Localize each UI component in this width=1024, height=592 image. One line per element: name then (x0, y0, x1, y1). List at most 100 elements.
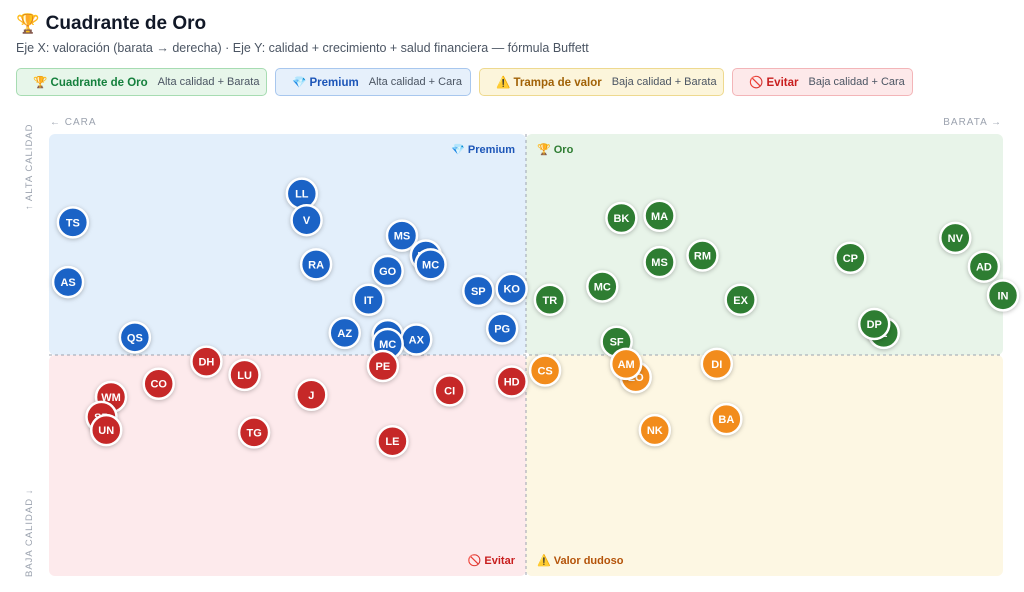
axis-label-barata: BARATA → (943, 117, 1002, 128)
data-point-label: TG (246, 427, 261, 439)
legend-item-desc: Alta calidad + Barata (157, 76, 260, 88)
quadrant-dudoso (526, 355, 1003, 576)
legend: 🏆 Cuadrante de Oro Alta calidad + Barata 💎… (16, 68, 913, 96)
data-point-label: RM (694, 251, 711, 263)
data-point-label: AM (618, 359, 635, 371)
data-point-mc[interactable]: MC (586, 270, 619, 303)
data-point-label: BA (718, 414, 734, 426)
data-point-ts[interactable]: TS (56, 206, 90, 239)
legend-item-desc: Baja calidad + Barata (611, 76, 717, 88)
data-point-label: WM (101, 392, 121, 404)
data-point-tg[interactable]: TG (237, 416, 271, 449)
data-point-label: MC (594, 281, 611, 293)
data-point-cs[interactable]: CS (528, 354, 562, 387)
data-point-ms[interactable]: MS (385, 219, 419, 252)
data-point-label: RA (308, 259, 324, 271)
data-point-ra[interactable]: RA (299, 248, 333, 281)
data-point-ci[interactable]: CI (433, 374, 466, 407)
data-point-v[interactable]: V (290, 203, 323, 237)
quadrant-label-premium: 💎 Premium (451, 143, 515, 156)
data-point-label: MC (422, 259, 439, 271)
data-point-as[interactable]: AS (51, 265, 85, 299)
data-point-un[interactable]: UN (89, 413, 123, 447)
data-point-label: CP (843, 253, 858, 265)
data-point-label: IT (364, 295, 374, 307)
quadrant-evitar (49, 355, 526, 576)
data-point-label: LL (295, 189, 309, 201)
data-point-ll[interactable]: LL (285, 177, 319, 210)
data-point-ba[interactable]: BA (710, 402, 743, 436)
data-point-label: UN (98, 425, 114, 437)
data-point-label: AS (60, 277, 75, 289)
data-point-ex[interactable]: EX (724, 283, 757, 316)
data-point-mc[interactable]: MC (414, 248, 447, 281)
legend-item[interactable]: 🏆 Cuadrante de Oro Alta calidad + Barata (16, 68, 267, 96)
data-point-co[interactable]: CO (142, 367, 175, 400)
legend-item[interactable]: 🚫 Evitar Baja calidad + Cara (732, 68, 913, 96)
data-point-am[interactable]: AM (609, 347, 643, 381)
data-point-label: SP (471, 286, 486, 298)
data-point-di[interactable]: DI (700, 347, 734, 381)
data-point-label: DI (711, 359, 722, 371)
legend-item[interactable]: 💎 Premium Alta calidad + Cara (275, 68, 471, 96)
data-point-rm[interactable]: RM (686, 239, 719, 272)
data-point-label: CO (150, 379, 167, 391)
data-point-ms[interactable]: MS (643, 245, 676, 279)
data-point-label: DH (198, 357, 214, 369)
data-point-label: AZ (337, 328, 352, 340)
data-point-label: J (308, 390, 314, 402)
trophy-icon: 🏆 (16, 14, 40, 35)
data-point-label: CI (444, 385, 455, 397)
data-point-sp[interactable]: SP (462, 274, 495, 308)
data-point-ad[interactable]: AD (967, 250, 1001, 283)
data-point-ax[interactable]: AX (400, 323, 433, 356)
data-point-hd[interactable]: HD (495, 365, 528, 398)
data-point-in[interactable]: IN (986, 279, 1020, 312)
data-point-label: HD (504, 377, 520, 389)
data-point-cp[interactable]: CP (834, 241, 867, 275)
data-point-label: AX (409, 335, 425, 347)
data-point-dh[interactable]: DH (190, 345, 223, 378)
data-point-label: MS (651, 257, 668, 269)
data-point-label: TS (66, 217, 80, 229)
data-point-go[interactable]: GO (371, 254, 404, 288)
data-point-it[interactable]: IT (352, 283, 385, 316)
data-point-label: TR (543, 295, 558, 307)
data-point-dp[interactable]: DP (857, 307, 891, 341)
data-point-label: MA (651, 211, 668, 223)
data-point-label: PE (376, 361, 391, 373)
data-point-az[interactable]: AZ (328, 316, 361, 350)
axis-label-cara: ← CARA (50, 117, 97, 128)
quadrant-premium (49, 134, 526, 355)
data-point-pe[interactable]: PE (366, 349, 400, 383)
data-point-le[interactable]: LE (376, 424, 409, 458)
legend-item-desc: Baja calidad + Cara (808, 76, 905, 88)
legend-item[interactable]: ⚠️ Trampa de valor Baja calidad + Barata (479, 68, 724, 96)
data-point-label: MC (379, 339, 396, 351)
data-point-label: KO (503, 284, 520, 296)
data-point-ma[interactable]: MA (643, 199, 676, 233)
data-point-qs[interactable]: QS (118, 321, 152, 354)
data-point-label: LU (237, 370, 252, 382)
data-point-label: CS (537, 365, 552, 377)
data-point-label: SF (610, 337, 624, 349)
quadrant-oro (526, 134, 1003, 355)
data-point-tr[interactable]: TR (533, 283, 567, 316)
legend-item-name: ⚠️ Trampa de valor (496, 77, 602, 89)
data-point-label: EX (733, 295, 748, 307)
data-point-j[interactable]: J (295, 378, 328, 412)
data-point-lu[interactable]: LU (228, 358, 261, 392)
legend-item-name: 💎 Premium (292, 77, 359, 89)
data-point-label: NK (647, 425, 663, 437)
data-point-ko[interactable]: KO (495, 272, 528, 305)
legend-item-desc: Alta calidad + Cara (368, 76, 462, 88)
quadrant-label-dudoso: ⚠️ Valor dudoso (537, 554, 624, 567)
data-point-pg[interactable]: PG (485, 312, 519, 345)
data-point-label: MS (394, 231, 411, 243)
data-point-nv[interactable]: NV (939, 221, 972, 255)
data-point-bk[interactable]: BK (605, 201, 638, 235)
quadrant-label-oro: 🏆 Oro (537, 143, 574, 156)
data-point-nk[interactable]: NK (638, 413, 672, 447)
legend-item-name: 🏆 Cuadrante de Oro (33, 77, 148, 89)
data-point-label: PG (494, 323, 510, 335)
